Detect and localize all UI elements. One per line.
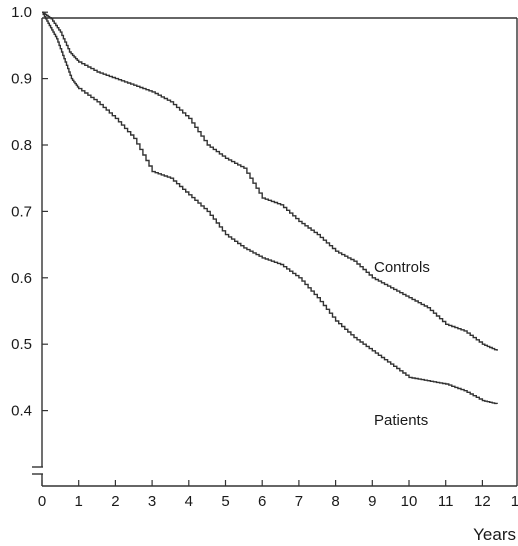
series-label-patients: Patients bbox=[374, 412, 428, 429]
y-tick-label: 0.4 bbox=[11, 403, 32, 420]
y-tick-label: 1.0 bbox=[11, 4, 32, 21]
x-tick-label: 8 bbox=[331, 493, 339, 510]
x-tick-label: 11 bbox=[438, 493, 454, 510]
controls-survival-line bbox=[42, 11, 498, 351]
series-label-controls: Controls bbox=[374, 259, 430, 276]
x-tick-label: 10 bbox=[401, 493, 418, 510]
y-tick-label: 0.6 bbox=[11, 270, 32, 287]
y-tick-label: 0.9 bbox=[11, 71, 32, 88]
x-tick-label: 1 bbox=[75, 493, 83, 510]
series-lines bbox=[42, 11, 498, 405]
patients-survival-line bbox=[42, 11, 498, 405]
y-tick-label: 0.5 bbox=[11, 336, 32, 353]
chart-labels: Years Controls Patients bbox=[374, 259, 516, 544]
y-tick-label: 0.7 bbox=[11, 203, 32, 220]
x-tick-label: 2 bbox=[111, 493, 119, 510]
axes: 0123456789101112130.40.50.60.70.80.91.0 bbox=[11, 4, 518, 510]
x-tick-label: 7 bbox=[295, 493, 303, 510]
x-tick-label: 13 bbox=[511, 493, 518, 510]
x-tick-label: 5 bbox=[221, 493, 229, 510]
x-tick-label: 12 bbox=[474, 493, 491, 510]
x-tick-label: 6 bbox=[258, 493, 266, 510]
x-tick-label: 4 bbox=[185, 493, 193, 510]
x-tick-label: 9 bbox=[368, 493, 376, 510]
y-tick-label: 0.8 bbox=[11, 137, 32, 154]
x-tick-label: 3 bbox=[148, 493, 156, 510]
x-tick-label: 0 bbox=[38, 493, 46, 510]
x-axis-title: Years bbox=[473, 525, 516, 544]
